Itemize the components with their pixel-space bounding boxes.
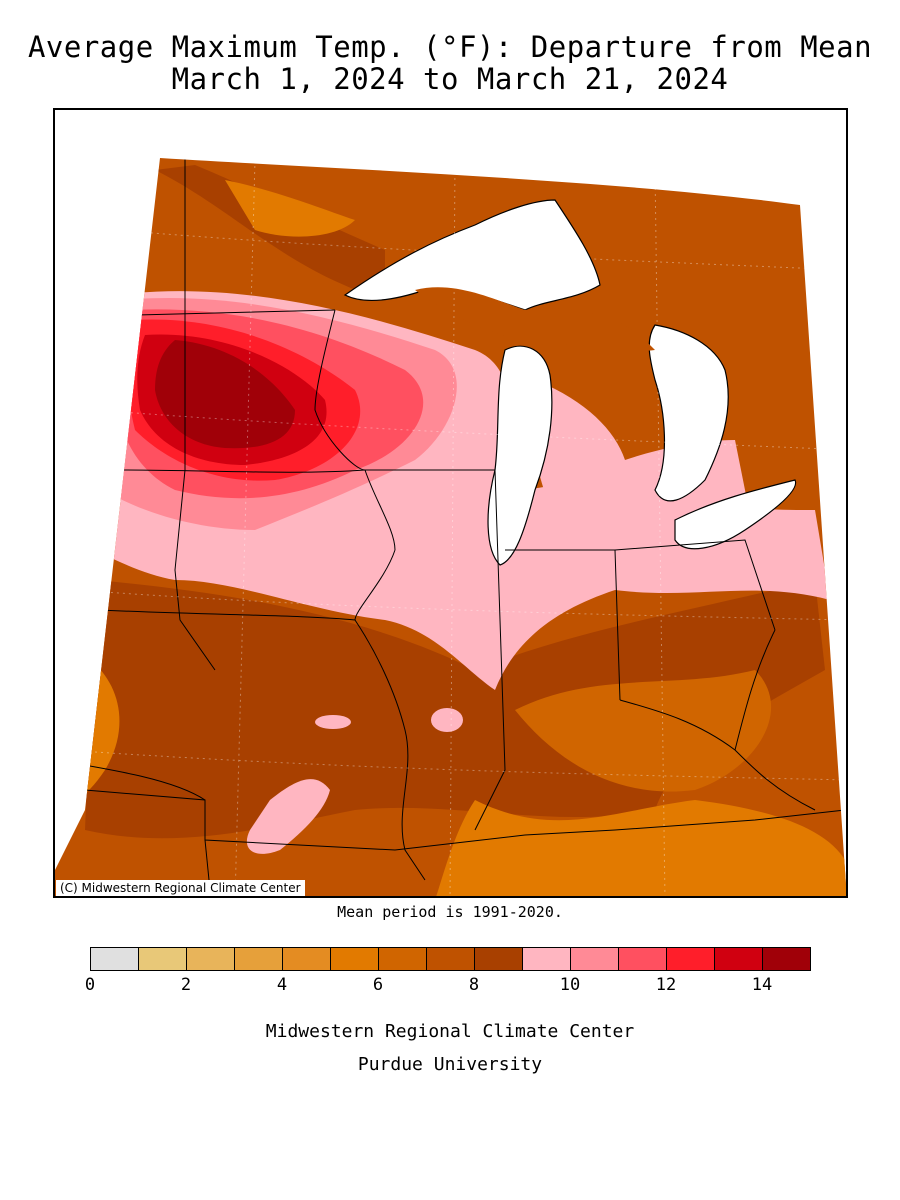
- lake-huron: [648, 324, 729, 502]
- anomaly-zone-14-15: [155, 340, 295, 449]
- legend-swatch: [379, 948, 427, 970]
- legend-tick-label: 10: [559, 975, 581, 995]
- legend-swatch: [235, 948, 283, 970]
- legend-swatch: [139, 948, 187, 970]
- legend-swatch: [619, 948, 667, 970]
- upper-michigan-land: [415, 287, 655, 352]
- legend-swatch: [571, 948, 619, 970]
- legend-swatch: [763, 948, 810, 970]
- state-boundaries: [55, 158, 846, 891]
- map-panel: [53, 108, 848, 898]
- legend-tick-label: 8: [468, 975, 480, 995]
- anomaly-zone-9-10: [315, 715, 351, 729]
- anomaly-zone-6-7: [515, 670, 772, 792]
- legend-swatch: [475, 948, 523, 970]
- anomaly-zone-5-6: [435, 800, 846, 896]
- legend-tick-label: 14: [751, 975, 773, 995]
- color-legend: [90, 947, 811, 971]
- credit-organization: Midwestern Regional Climate Center: [265, 1021, 635, 1042]
- temperature-field: [55, 158, 846, 896]
- anomaly-zone-5-6: [225, 180, 355, 237]
- legend-swatch: [427, 948, 475, 970]
- copyright-label: (C) Midwestern Regional Climate Center: [56, 880, 305, 896]
- graticule: [64, 159, 846, 896]
- mean-period-note: Mean period is 1991-2020.: [337, 903, 563, 921]
- map-date-range: March 1, 2024 to March 21, 2024: [171, 62, 729, 96]
- legend-swatch: [283, 948, 331, 970]
- legend-swatch: [187, 948, 235, 970]
- legend-tick-label: 4: [276, 975, 288, 995]
- anomaly-zone-9-10: [431, 708, 463, 732]
- credit-university: Purdue University: [357, 1054, 543, 1075]
- legend-swatch: [331, 948, 379, 970]
- lake-erie: [674, 479, 797, 550]
- legend-swatch: [91, 948, 139, 970]
- legend-swatch: [523, 948, 571, 970]
- legend-tick-label: 12: [655, 975, 677, 995]
- legend-tick-label: 6: [372, 975, 384, 995]
- legend-tick-label: 0: [84, 975, 96, 995]
- anomaly-zone-9-10: [246, 779, 330, 854]
- map-title: Average Maximum Temp. (°F): Departure fr…: [27, 30, 873, 64]
- legend-tick-label: 2: [180, 975, 192, 995]
- legend-swatch: [667, 948, 715, 970]
- lake-michigan: [487, 345, 553, 566]
- legend-swatch: [715, 948, 763, 970]
